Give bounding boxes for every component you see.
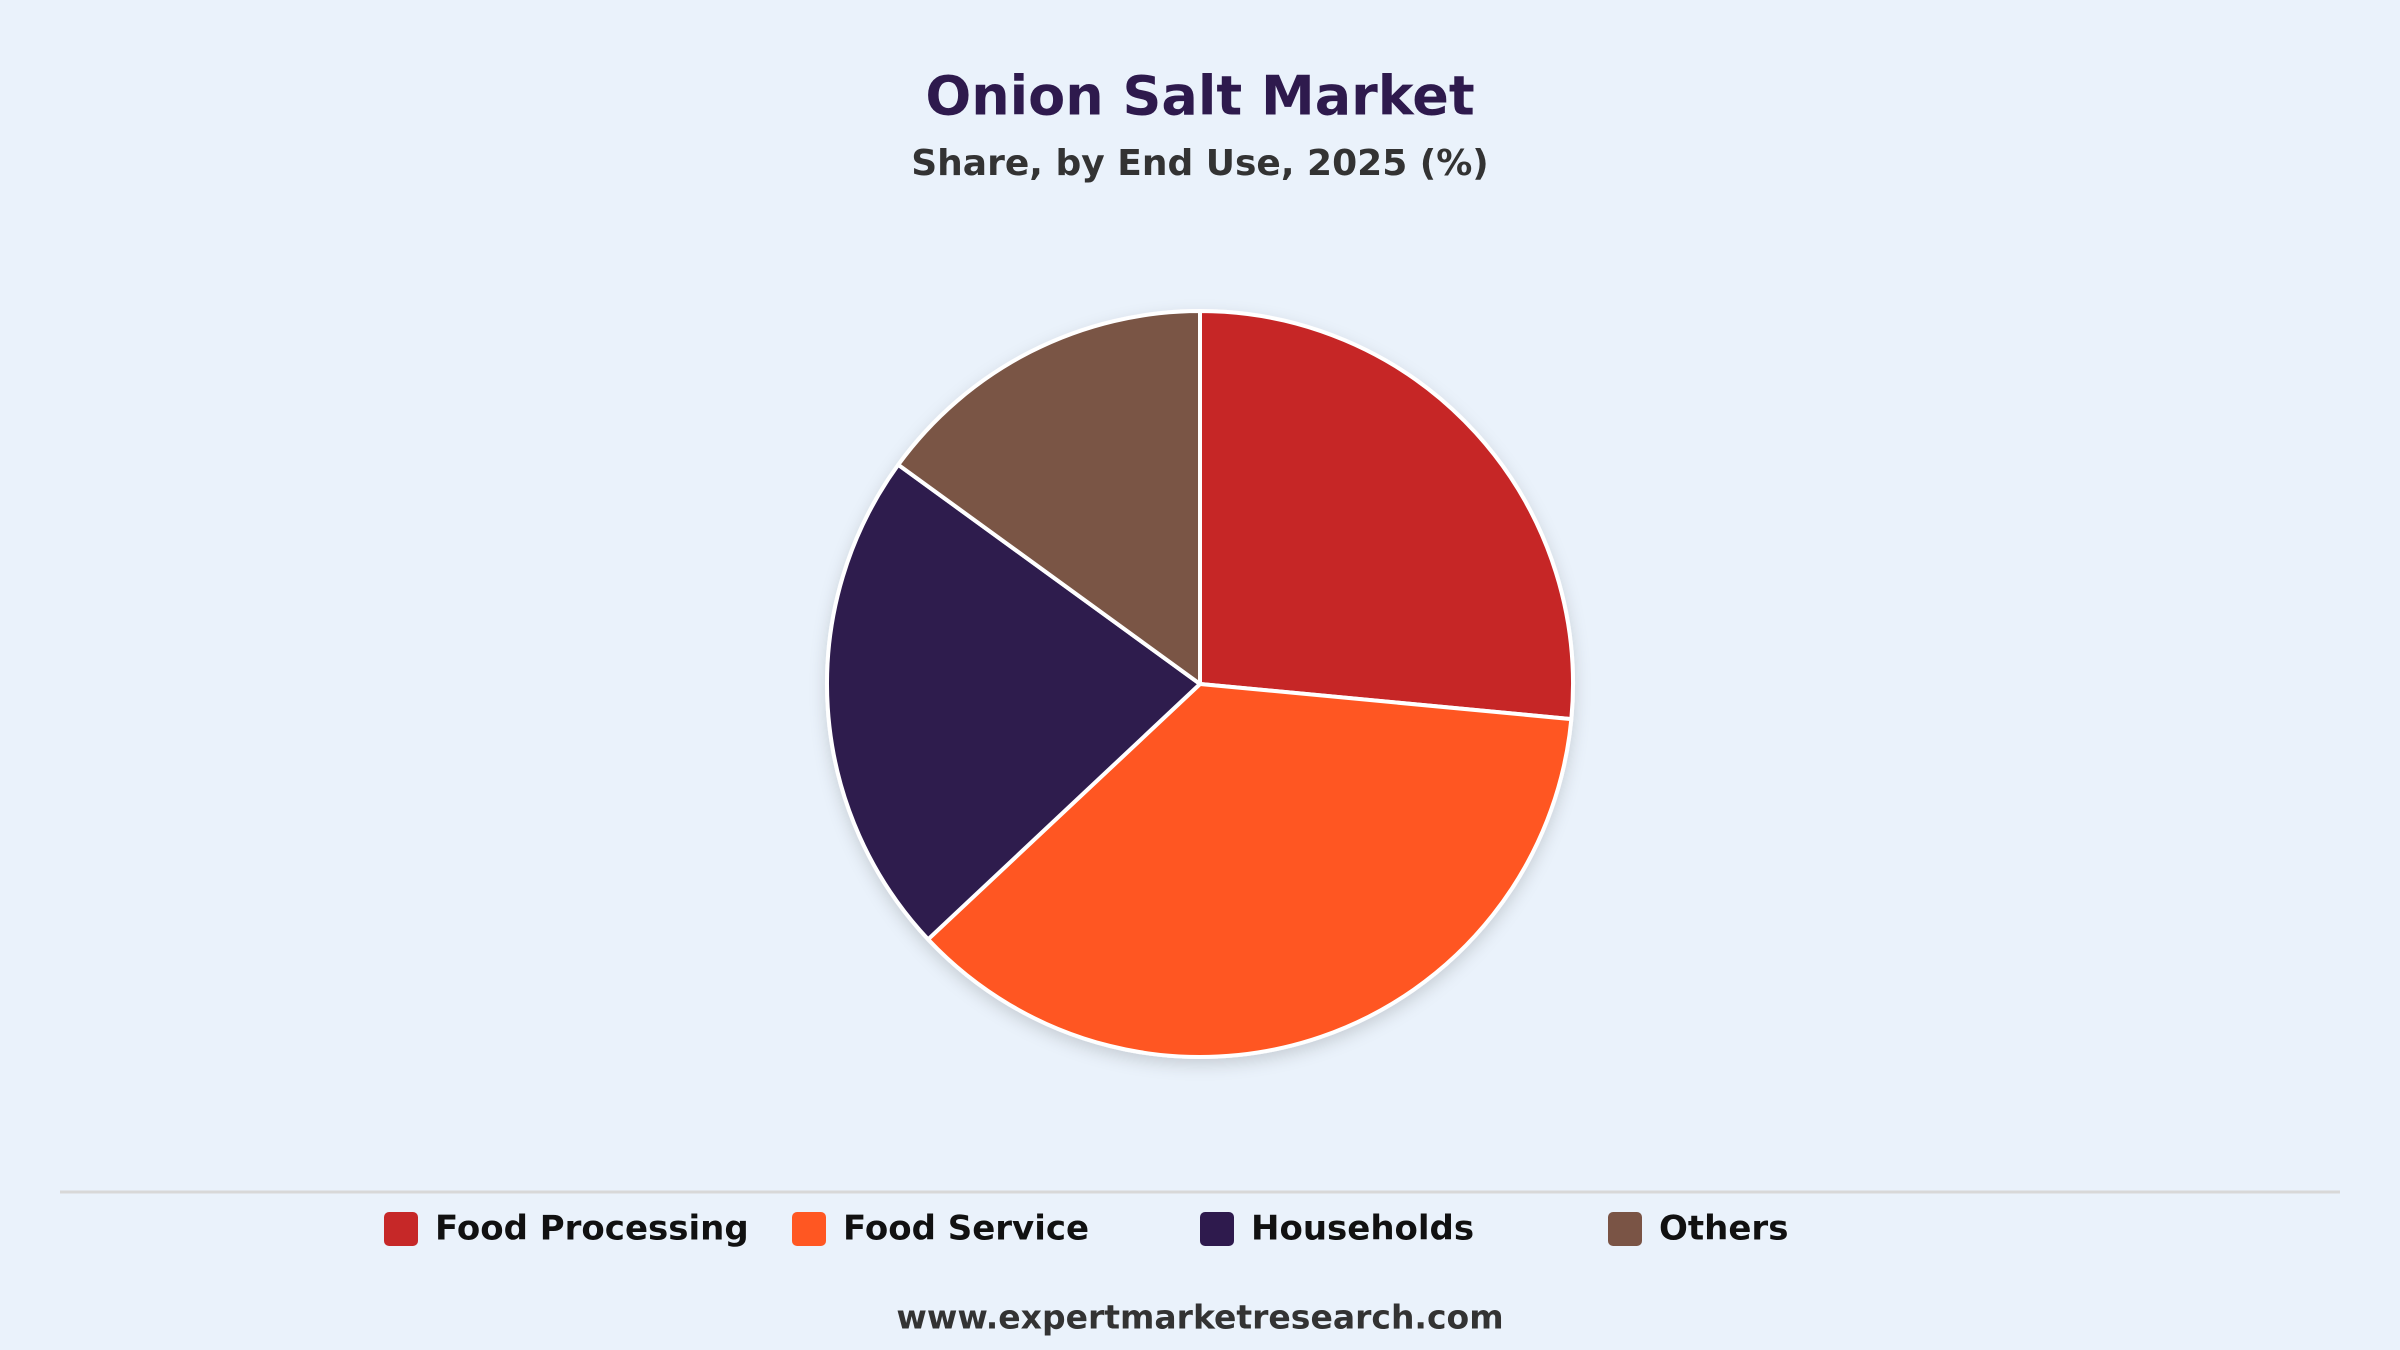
source: www.expertmarketresearch.com xyxy=(896,1298,1503,1337)
chart-subtitle: Share, by End Use, 2025 (%) xyxy=(911,143,1489,184)
legend-label: Households xyxy=(1251,1209,1474,1249)
chart-title: Onion Salt Market xyxy=(925,65,1474,128)
legend-label: Others xyxy=(1659,1209,1788,1249)
pie-slice xyxy=(1198,309,1575,722)
pie-slice xyxy=(825,462,1202,942)
legend: Food Processing Food Service Households Oth… xyxy=(384,1209,1788,1249)
legend-swatch xyxy=(384,1212,418,1246)
legend-swatch xyxy=(792,1212,826,1246)
pie-slice xyxy=(926,682,1574,1059)
legend-swatch xyxy=(1608,1212,1642,1246)
pie-slice xyxy=(896,309,1202,686)
pie xyxy=(825,309,1575,1059)
legend-label: Food Service xyxy=(843,1209,1089,1249)
legend-label: Food Processing xyxy=(435,1209,749,1249)
legend-swatch xyxy=(1200,1212,1234,1246)
